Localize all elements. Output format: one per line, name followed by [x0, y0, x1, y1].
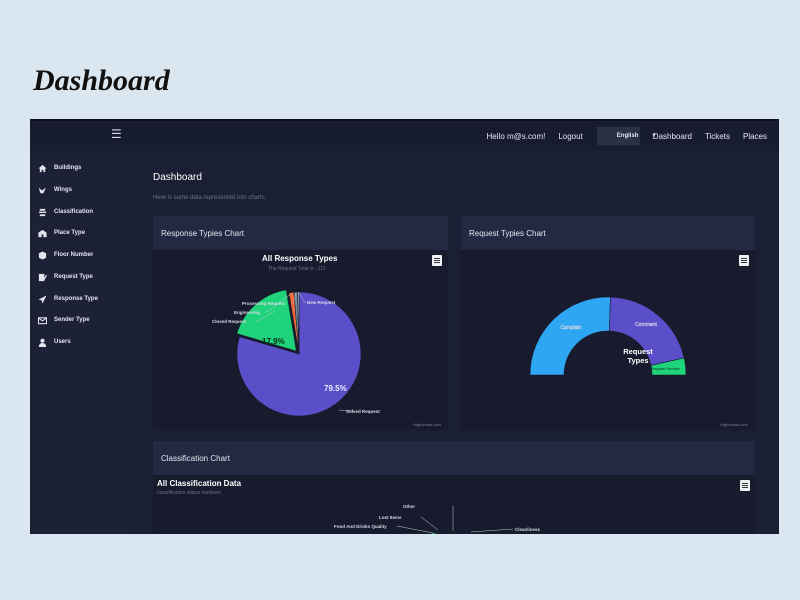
- sidebar-item-response-type[interactable]: Response Type: [38, 293, 98, 305]
- classification-chart-title: All Classification Data: [157, 479, 242, 488]
- sidebar-item-label: Floor Number: [54, 252, 94, 258]
- sidebar-item-label: Users: [54, 339, 71, 345]
- classification-pie-svg: Other Lost Items Food And Drinks Quality…: [334, 504, 541, 534]
- sidebar-item-label: Response Type: [54, 296, 98, 302]
- hamburger-menu-icon[interactable]: ☰: [111, 127, 122, 141]
- donut-label-request-service: Request Service: [650, 366, 680, 371]
- main-title: Dashboard: [153, 172, 202, 183]
- pie-slice-closed-request: [236, 289, 297, 352]
- pie-data-label-closed: 17.9%: [262, 337, 285, 346]
- request-chart-credit: Highcharts.com: [720, 422, 748, 427]
- main-subtitle: Here is some data represented into chart…: [153, 195, 267, 201]
- sidebar-item-sender-type[interactable]: Sender Type: [38, 314, 90, 326]
- top-bar: ☰ Hello m@s.com! Logout English ▼ Dashbo…: [30, 121, 779, 151]
- sidebar-item-label: Buildings: [54, 165, 82, 171]
- response-card-title: Response Typies Chart: [161, 228, 245, 238]
- layers-icon: [38, 208, 47, 217]
- app-window: ☰ Hello m@s.com! Logout English ▼ Dashbo…: [30, 119, 779, 534]
- nav-tickets-link[interactable]: Tickets: [704, 131, 730, 141]
- classification-card-title: Classification Chart: [161, 453, 230, 463]
- user-icon: [38, 338, 47, 347]
- donut-label-complain: Complain: [560, 325, 581, 331]
- response-chart-subtitle: The Request Total is : 112: [268, 266, 326, 272]
- pie-label-engineering: Engineering: [234, 310, 260, 315]
- page-heading: Dashboard: [33, 64, 170, 97]
- classification-chart-area: All Classification Data classification s…: [153, 475, 755, 534]
- request-chart-menu-button[interactable]: [739, 255, 749, 266]
- sidebar-item-classification[interactable]: Classification: [38, 206, 93, 218]
- sidebar-item-buildings[interactable]: Buildings: [38, 162, 81, 174]
- bird-icon: [38, 186, 47, 195]
- classification-chart-menu-button[interactable]: [740, 480, 750, 491]
- sidebar-item-label: Place Type: [54, 230, 85, 236]
- home-icon: [38, 164, 47, 173]
- language-select[interactable]: English ▼: [596, 127, 656, 145]
- nav-dashboard-link[interactable]: Dashboard: [652, 131, 692, 141]
- nav-places-link[interactable]: Places: [742, 131, 767, 141]
- classification-slice-green: [430, 533, 436, 534]
- cube-icon: [38, 250, 47, 260]
- sidebar-item-users[interactable]: Users: [38, 336, 71, 348]
- sidebar-item-label: Wings: [54, 187, 72, 193]
- pie-label-new-request: New Request: [307, 300, 336, 305]
- donut-slice-complain: [529, 296, 611, 376]
- pie-label-closed-request: Closed Request: [212, 319, 247, 324]
- donut-slice-request-service: [650, 357, 687, 376]
- chevron-down-icon: ▼: [651, 133, 657, 139]
- donut-center-title: Request Types: [623, 347, 653, 365]
- request-chart-area: Complain Comment Request Service Request…: [461, 250, 755, 430]
- pie-label-processing-request: Processing Request: [242, 301, 286, 306]
- response-chart-menu-button[interactable]: [432, 255, 442, 266]
- classification-chart-subtitle: classification status numbers: [157, 490, 221, 496]
- classification-label-lost-items: Lost Items: [379, 515, 402, 520]
- sidebar-item-request-type[interactable]: Request Type: [38, 271, 93, 283]
- response-chart-credit: Highcharts.com: [413, 422, 441, 427]
- response-card-header: Response Typies Chart: [153, 216, 448, 250]
- classification-label-food-and-drinks: Food And Drinks Quality: [334, 524, 387, 529]
- response-pie-svg: 79.5% 17.9% Solved Request Closed Reques…: [212, 289, 380, 417]
- request-donut-svg: Complain Comment Request Service Request…: [529, 296, 687, 376]
- pie-slice-new-request: [297, 291, 300, 355]
- envelope-icon: [38, 316, 47, 325]
- send-icon: [38, 294, 47, 304]
- logout-link[interactable]: Logout: [558, 131, 583, 141]
- sidebar-item-label: Sender Type: [54, 317, 90, 323]
- response-chart-area: All Response Types The Request Total is …: [153, 250, 448, 430]
- sidebar-item-place-type[interactable]: Place Type: [38, 227, 85, 239]
- sidebar-item-label: Classification: [54, 209, 94, 215]
- sidebar: Buildings Wings Classification Place Typ…: [30, 151, 126, 534]
- pie-label-solved-request: Solved Request: [346, 409, 380, 414]
- request-card-title: Request Typies Chart: [469, 228, 546, 238]
- response-chart-title: All Response Types: [262, 254, 338, 263]
- classification-card-header: Classification Chart: [153, 441, 755, 475]
- pie-data-label-solved: 79.5%: [324, 384, 347, 393]
- building-icon: [38, 229, 47, 238]
- classification-label-other: Other: [403, 504, 415, 509]
- edit-icon: [38, 273, 47, 282]
- sidebar-item-label: Request Type: [54, 274, 93, 280]
- donut-label-comment: Comment: [635, 322, 657, 328]
- classification-label-cleanliness: Cleanliness: [515, 527, 541, 532]
- top-nav: Hello m@s.com! Logout English ▼ Dashboar…: [474, 121, 767, 151]
- request-card-header: Request Typies Chart: [461, 216, 755, 250]
- user-greeting: Hello m@s.com!: [486, 131, 546, 141]
- sidebar-item-floor-number[interactable]: Floor Number: [38, 249, 93, 261]
- sidebar-item-wings[interactable]: Wings: [38, 184, 72, 196]
- language-value: English: [616, 133, 639, 139]
